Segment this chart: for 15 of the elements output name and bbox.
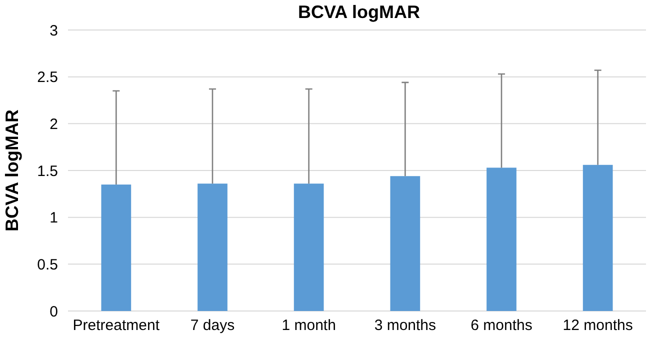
x-tick-label: 12 months: [562, 317, 633, 334]
x-tick-label: 6 months: [470, 317, 532, 334]
chart-title: BCVA logMAR: [298, 2, 420, 22]
x-tick-label: Pretreatment: [72, 317, 160, 334]
y-tick-label: 1: [50, 210, 58, 227]
y-tick-label: 3: [50, 22, 58, 40]
y-tick-label: 1.5: [37, 162, 58, 180]
x-tick-label: 1 month: [282, 317, 336, 334]
y-tick-label: 2.5: [37, 69, 58, 86]
y-axis-title: BCVA logMAR: [2, 110, 22, 232]
y-tick-label: 0.5: [37, 256, 58, 274]
y-tick-label: 2: [50, 116, 58, 133]
y-tick-label: 0: [50, 303, 58, 320]
x-tick-label: 3 months: [374, 317, 436, 334]
x-tick-label: 7 days: [190, 317, 235, 334]
